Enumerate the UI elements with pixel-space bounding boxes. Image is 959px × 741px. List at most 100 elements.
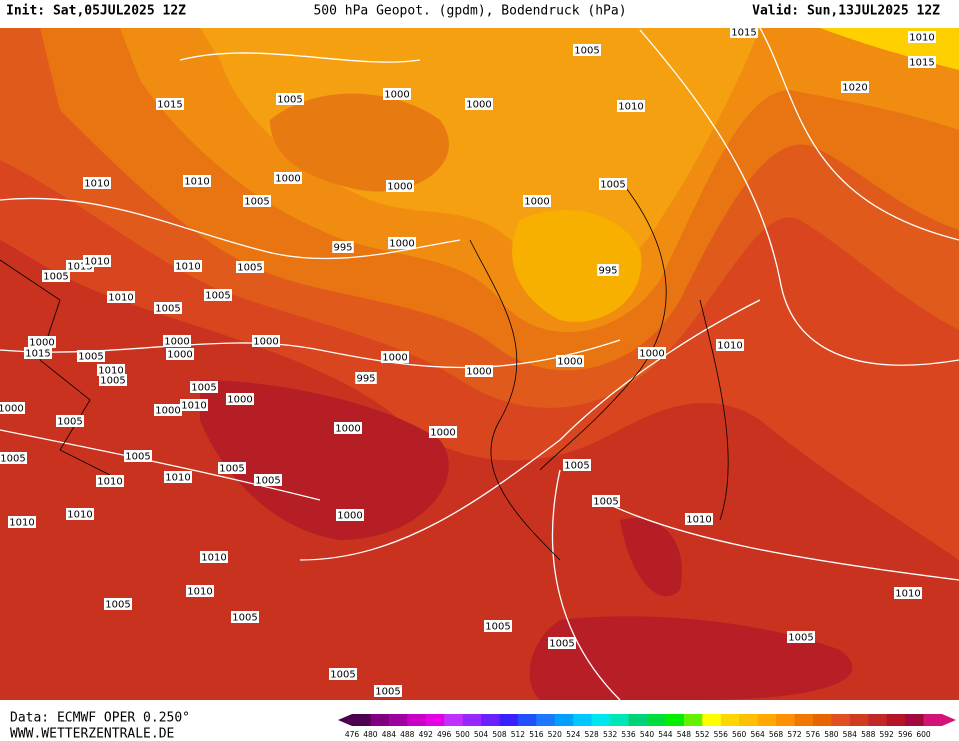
colorbar-box [905, 714, 925, 726]
colorbar-label: 592 [880, 730, 895, 739]
isobar-label-box [236, 261, 264, 273]
colorbar-box [923, 714, 943, 726]
colorbar-box [628, 714, 648, 726]
isobar-label-box [355, 372, 377, 384]
isobar-label-box [523, 195, 551, 207]
isobar-label-box [252, 335, 280, 347]
shade-568 [200, 28, 760, 282]
isobar-label: 1000 [430, 428, 455, 439]
isobar-label-box [894, 587, 922, 599]
isobar-label: 1005 [125, 452, 150, 463]
website: WWW.WETTERZENTRALE.DE [10, 727, 174, 741]
colorbar-box [573, 714, 593, 726]
shade-592-b [620, 518, 682, 597]
isobar-label: 1010 [9, 518, 34, 529]
isobar-label: 1000 [389, 239, 414, 250]
isobar-label: 1005 [155, 304, 180, 315]
isobar-label: 1000 [167, 350, 192, 361]
isobar-label: 1010 [187, 587, 212, 598]
isobar-label-box [174, 260, 202, 272]
isobar-label: 1020 [842, 83, 867, 94]
colorbar-label: 564 [750, 730, 765, 739]
colorbar-box [425, 714, 445, 726]
colorbar-box [776, 714, 795, 726]
isobar-label: 1000 [524, 197, 549, 208]
colorbar-label: 488 [400, 730, 415, 739]
isobar-label: 1005 [0, 454, 25, 465]
isobar-label: 1000 [466, 367, 491, 378]
isobar-label-box [154, 404, 182, 416]
colorbar-label: 556 [714, 730, 729, 739]
isobar-label-box [599, 178, 627, 190]
isobar-label-box [638, 347, 666, 359]
isobar-label-box [465, 365, 493, 377]
isobar-label: 1005 [244, 197, 269, 208]
colorbar-box [536, 714, 556, 726]
isobar-label-box [200, 551, 228, 563]
colorbar-label: 584 [843, 730, 858, 739]
isobar-label: 1010 [895, 589, 920, 600]
colorbar-label: 532 [603, 730, 618, 739]
isobar-label: 1010 [686, 515, 711, 526]
colorbar-label: 548 [677, 730, 692, 739]
isobar-label: 1015 [67, 262, 92, 273]
isobar-label-box [66, 508, 94, 520]
colorbar-box [665, 714, 685, 726]
isobar-label-box [730, 26, 758, 38]
isobar-label-box [465, 98, 493, 110]
isobar-label-box [548, 637, 576, 649]
isobar-label: 1000 [466, 100, 491, 111]
isobar-label-box [556, 355, 584, 367]
colorbar-label: 528 [585, 730, 600, 739]
isobar-label: 1005 [549, 639, 574, 650]
data-source: Data: ECMWF OPER 0.250° [10, 711, 190, 726]
isobar-label: 1005 [255, 476, 280, 487]
colorbar-label: 520 [548, 730, 563, 739]
isobar-label: 1005 [219, 464, 244, 475]
isobar-label: 1000 [253, 337, 278, 348]
colorbar-label: 572 [787, 730, 802, 739]
colorbar-box [499, 714, 519, 726]
isobar-label-box [164, 471, 192, 483]
colorbar-label: 516 [529, 730, 544, 739]
isobar-label-box [276, 93, 304, 105]
isobar-label-box [573, 44, 601, 56]
isobar-label-box [97, 364, 125, 376]
colorbar-label: 544 [658, 730, 673, 739]
isobar-label: 1010 [909, 33, 934, 44]
isobar-label-box [563, 459, 591, 471]
isobar-label-box [166, 348, 194, 360]
isobar-label: 1000 [557, 357, 582, 368]
isobar-label-box [154, 302, 182, 314]
isobar-label: 995 [333, 243, 352, 254]
isobar-label: 1000 [387, 182, 412, 193]
isobar-label: 1010 [618, 102, 643, 113]
shade-564 [512, 210, 642, 322]
colorbar-box [647, 714, 666, 726]
isobar-label: 1015 [25, 349, 50, 360]
isobar-label: 1000 [29, 338, 54, 349]
isobar-label: 1015 [731, 28, 756, 39]
isobar-label-box [274, 172, 302, 184]
isobar-label: 1000 [275, 174, 300, 185]
isobar-label: 1005 [564, 461, 589, 472]
colorbar-box [388, 714, 408, 726]
colorbar-label: 560 [732, 730, 747, 739]
isobar-label-box [190, 381, 218, 393]
isobar-label: 1005 [43, 272, 68, 283]
isobar-label: 1010 [84, 257, 109, 268]
isobar-label-box [484, 620, 512, 632]
isobar-label-box [8, 516, 36, 528]
colorbar-label: 484 [382, 730, 397, 739]
isobar-label: 1010 [108, 293, 133, 304]
colorbar-box [370, 714, 390, 726]
map-background [0, 27, 959, 701]
isobar-label: 1000 [227, 395, 252, 406]
colorbar-label: 568 [769, 730, 784, 739]
isobar-label-box [218, 462, 246, 474]
isobar-label: 1010 [184, 177, 209, 188]
colorbar-box [683, 714, 703, 726]
isobar-label-box [226, 393, 254, 405]
colorbar-label: 552 [695, 730, 710, 739]
